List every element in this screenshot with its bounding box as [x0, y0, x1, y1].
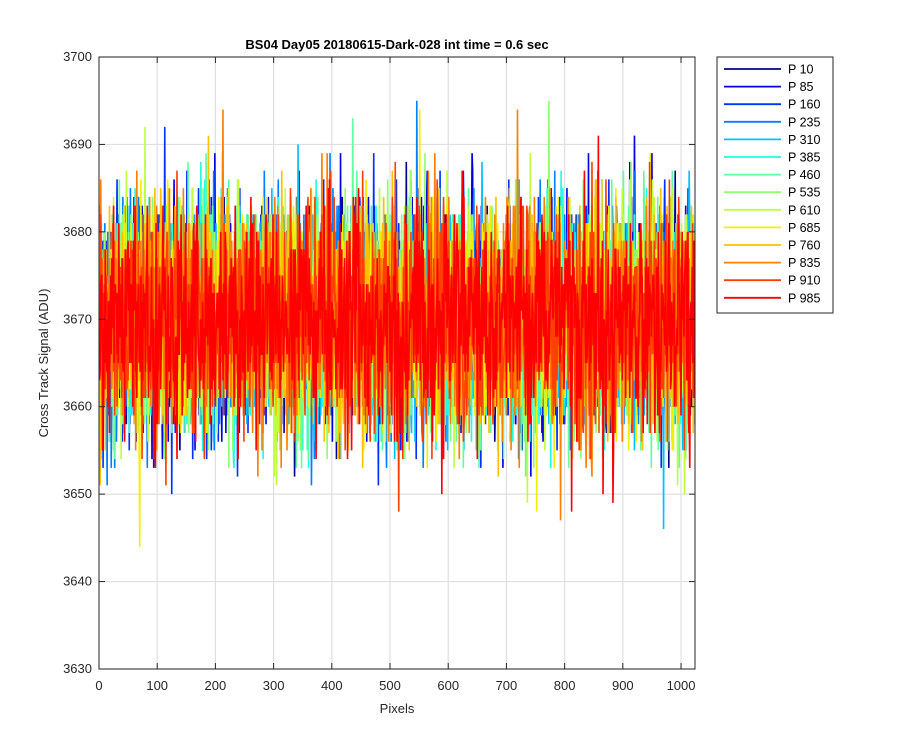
series-line-p-985 — [99, 135, 695, 512]
legend-entry: P 835 — [788, 256, 820, 270]
legend: P 10 P 85 P 160 P 235 P 310 P 385 P 460 P 535 P … — [716, 56, 834, 314]
legend-entry: P 535 — [788, 186, 820, 200]
y-tick-label: 3700 — [63, 49, 92, 64]
axis-ticks: 0 100 200 300 400 500 600 700 800 900 1000 3630 3640… — [63, 49, 695, 693]
x-tick-label: 100 — [146, 678, 168, 693]
legend-entry: P 85 — [788, 80, 814, 94]
y-tick-label: 3660 — [63, 399, 92, 414]
x-tick-label: 500 — [379, 678, 401, 693]
x-tick-label: 700 — [496, 678, 518, 693]
y-tick-label: 3680 — [63, 224, 92, 239]
series-lines — [99, 100, 695, 547]
x-axis-label: Pixels — [380, 701, 415, 716]
y-tick-label: 3690 — [63, 136, 92, 151]
x-tick-label: 300 — [263, 678, 285, 693]
x-tick-label: 600 — [437, 678, 459, 693]
legend-entry: P 760 — [788, 239, 820, 253]
legend-entry: P 460 — [788, 168, 820, 182]
chart-title: BS04 Day05 20180615-Dark-028 int time = … — [245, 37, 548, 52]
legend-entry: P 610 — [788, 203, 820, 217]
legend-entry: P 160 — [788, 98, 820, 112]
y-tick-label: 3630 — [63, 661, 92, 676]
plot-area-border — [98, 56, 696, 670]
legend-entry: P 310 — [788, 133, 820, 147]
y-tick-label: 3670 — [63, 311, 92, 326]
x-tick-label: 0 — [95, 678, 102, 693]
legend-entry: P 910 — [788, 274, 820, 288]
legend-entry: P 385 — [788, 151, 820, 165]
x-tick-label: 400 — [321, 678, 343, 693]
x-tick-label: 200 — [205, 678, 227, 693]
legend-entry: P 685 — [788, 221, 820, 235]
legend-entry: P 10 — [788, 63, 814, 77]
y-tick-label: 3640 — [63, 574, 92, 589]
x-tick-label: 1000 — [667, 678, 696, 693]
x-tick-label: 900 — [612, 678, 634, 693]
legend-entry: P 985 — [788, 291, 820, 305]
y-tick-label: 3650 — [63, 486, 92, 501]
y-axis-label: Cross Track Signal (ADU) — [36, 289, 51, 438]
legend-entry: P 235 — [788, 115, 820, 129]
x-tick-label: 800 — [554, 678, 576, 693]
legend-box — [716, 56, 834, 314]
